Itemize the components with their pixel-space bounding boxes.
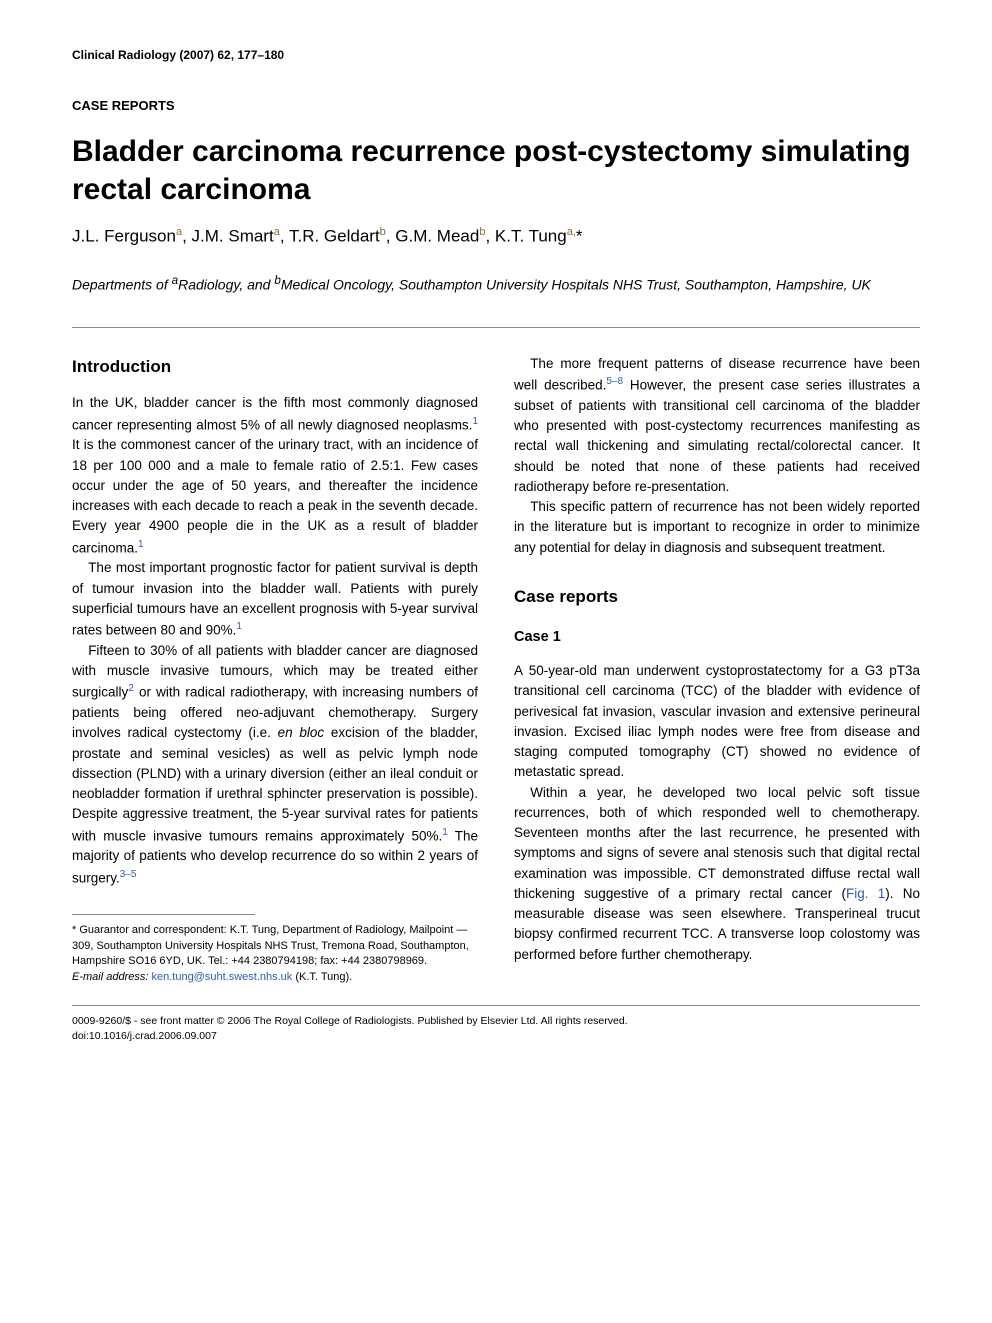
article-type: CASE REPORTS [72,98,920,113]
case1-para-1: A 50-year-old man underwent cystoprostat… [514,661,920,783]
email-link[interactable]: ken.tung@suht.swest.nhs.uk [151,971,292,983]
copyright-text: 0009-9260/$ - see front matter © 2006 Th… [72,1015,628,1027]
affiliations: Departments of aRadiology, and bMedical … [72,273,920,295]
left-column: Introduction In the UK, bladder cancer i… [72,354,478,985]
email-label: E-mail address: [72,971,148,983]
right-para-2: This specific pattern of recurrence has … [514,497,920,558]
intro-para-1: In the UK, bladder cancer is the fifth m… [72,393,478,558]
intro-para-2: The most important prognostic factor for… [72,558,478,641]
email-paren: (K.T. Tung). [295,971,352,983]
two-column-layout: Introduction In the UK, bladder cancer i… [72,354,920,985]
article-title: Bladder carcinoma recurrence post-cystec… [72,133,920,208]
section-case-reports: Case reports [514,584,920,610]
footnote-rule [72,914,255,915]
doi-text: doi:10.1016/j.crad.2006.09.007 [72,1030,217,1042]
divider-top [72,327,920,328]
case1-para-2: Within a year, he developed two local pe… [514,783,920,965]
copyright-line: 0009-9260/$ - see front matter © 2006 Th… [72,1014,920,1043]
right-para-1: The more frequent patterns of disease re… [514,354,920,497]
subsection-case-1: Case 1 [514,627,920,649]
footer-rule [72,1005,920,1006]
journal-reference: Clinical Radiology (2007) 62, 177–180 [72,48,920,62]
footnote-text: * Guarantor and correspondent: K.T. Tung… [72,924,469,967]
right-column: The more frequent patterns of disease re… [514,354,920,985]
intro-para-3: Fifteen to 30% of all patients with blad… [72,641,478,889]
section-introduction: Introduction [72,354,478,380]
correspondent-footnote: * Guarantor and correspondent: K.T. Tung… [72,923,478,985]
authors-line: J.L. Fergusona, J.M. Smarta, T.R. Geldar… [72,226,920,247]
